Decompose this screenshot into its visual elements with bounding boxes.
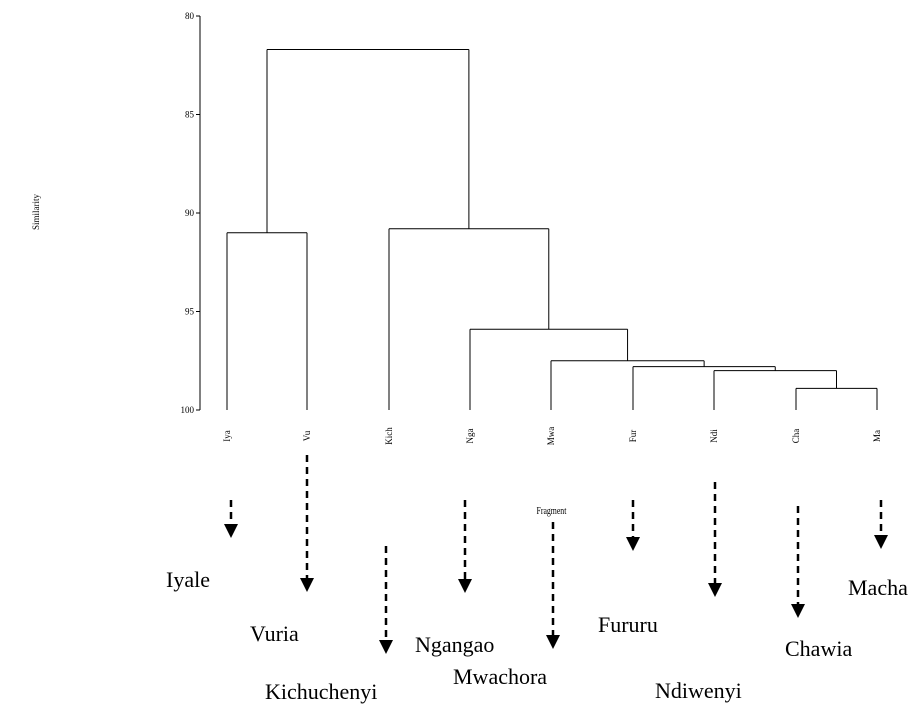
y-tick-label: 95 [185,307,195,317]
y-tick-label: 100 [181,405,195,415]
leaf-label-ndi: Ndi [709,429,719,443]
y-tick-label: 80 [185,11,195,21]
y-tick-label: 90 [185,208,195,218]
leaf-label-cha: Cha [791,429,801,444]
arrow-head [458,579,472,593]
full-name-label-vuria: Vuria [250,621,299,646]
dendrogram-branches [226,48,878,410]
leaf-label-nga: Nga [465,429,475,444]
full-name-label-ndiwenyi: Ndiwenyi [655,678,742,703]
arrow-head [379,640,393,654]
leaf-label-kich: Kich [384,427,394,445]
leaf-label-vu: Vu [302,430,312,441]
arrow-head [546,635,560,649]
arrow-head [300,578,314,592]
full-name-label-mwachora: Mwachora [453,664,547,689]
x-axis-label: Fragment [537,505,567,516]
arrow-head [791,604,805,618]
arrow-head [626,537,640,551]
leaf-labels: Iya Vu Kich Nga Mwa Fur Ndi Cha Ma [222,427,882,446]
full-name-label-fururu: Fururu [598,612,658,637]
full-name-label-macha: Macha [848,575,908,600]
full-name-label-ngangao: Ngangao [415,632,494,657]
leaf-label-ma: Ma [872,430,882,442]
arrow-head [708,583,722,597]
leaf-label-fur: Fur [628,430,638,443]
y-tick-label: 85 [185,110,195,120]
full-name-label-kichuchenyi: Kichuchenyi [265,679,377,704]
full-name-label-chawia: Chawia [785,636,852,661]
arrows [224,455,888,654]
full-name-labels: Iyale Vuria Kichuchenyi Ngangao Mwachora Furu… [166,567,908,704]
full-name-label-iyale: Iyale [166,567,210,592]
y-axis-label: Similarity [31,194,41,231]
arrow-head [224,524,238,538]
leaf-label-iya: Iya [222,430,232,442]
arrow-head [874,535,888,549]
leaf-label-mwa: Mwa [546,427,556,446]
y-axis: 80 85 90 95 100 [181,11,201,415]
